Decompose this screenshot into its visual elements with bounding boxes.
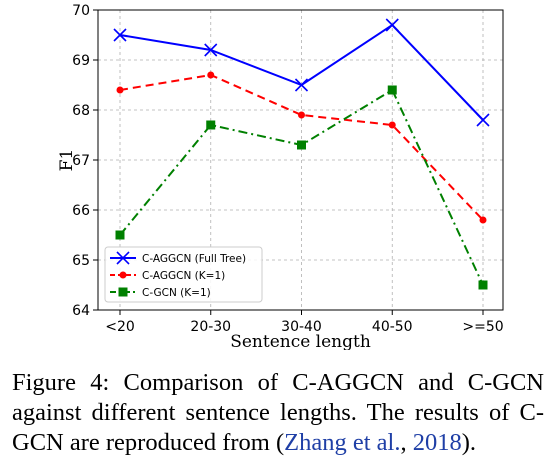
- circle-marker: [479, 216, 487, 224]
- caption-close-paren: ).: [461, 429, 476, 456]
- circle-marker: [298, 111, 305, 119]
- square-marker: [297, 140, 306, 150]
- series-c-gcn-k-1: [115, 85, 488, 290]
- x-marker: [294, 78, 309, 92]
- citation-year[interactable]: 2018: [412, 429, 462, 456]
- y-tick-label: 66: [72, 203, 90, 219]
- circle-marker: [207, 71, 215, 79]
- x-tick-label: 20-30: [190, 319, 231, 335]
- y-tick-label: 65: [72, 253, 90, 269]
- x-marker: [476, 113, 490, 127]
- x-marker: [204, 43, 218, 57]
- series-line: [119, 73, 484, 221]
- caption-open-paren: (: [275, 429, 285, 456]
- y-tick-label: 64: [72, 303, 90, 319]
- legend-label: C-GCN (K=1): [142, 287, 211, 299]
- square-marker: [478, 280, 488, 290]
- legend-entry: C-GCN (K=1): [110, 287, 211, 299]
- legend-entry: C-AGGCN (Full Tree): [110, 251, 246, 265]
- x-tick-label: >=50: [462, 319, 503, 335]
- series-c-aggcn-full-tree: [113, 18, 490, 127]
- y-tick-label: 68: [72, 103, 90, 119]
- x-tick-label: 30-40: [281, 319, 322, 335]
- legend: C-AGGCN (Full Tree) C-AGGCN (K=1) C-GCN (K…: [104, 246, 263, 303]
- square-marker: [206, 120, 216, 130]
- legend-box: [104, 246, 263, 303]
- square-marker: [118, 287, 128, 297]
- x-marker: [113, 28, 127, 42]
- legend-label: C-AGGCN (Full Tree): [142, 253, 246, 265]
- caption-text: Figure 4: Comparison of C-AGGCN and C-GC…: [12, 369, 544, 456]
- y-axis-label: F1: [57, 149, 77, 172]
- figure-caption: Figure 4: Comparison of C-AGGCN and C-GC…: [12, 368, 544, 458]
- y-tick-label: 70: [72, 3, 90, 19]
- x-tick-label: <20: [105, 319, 135, 335]
- x-marker: [385, 18, 399, 32]
- x-tick-label: 40-50: [372, 319, 413, 335]
- series-c-aggcn-k-1: [116, 71, 487, 224]
- legend-entry: C-AGGCN (K=1): [110, 270, 225, 282]
- square-marker: [115, 230, 125, 240]
- circle-marker: [116, 86, 124, 94]
- citation-authors[interactable]: Zhang et al.: [284, 429, 401, 456]
- plot-frame: [97, 9, 504, 311]
- circle-marker: [119, 271, 127, 279]
- legend-label: C-AGGCN (K=1): [142, 270, 225, 282]
- series-lines: [113, 18, 490, 290]
- y-tick-label: 69: [72, 53, 90, 69]
- y-axis: 64 65 66 67 68 69 70: [72, 3, 98, 319]
- y-tick-label: 67: [72, 153, 90, 169]
- square-marker: [387, 85, 397, 95]
- x-axis: <20 20-30 30-40 40-50 >=50: [105, 310, 504, 335]
- citation-separator: ,: [400, 429, 413, 456]
- x-marker: [116, 251, 130, 265]
- grid-lines: [98, 10, 503, 310]
- x-axis-label: Sentence length: [230, 332, 371, 350]
- circle-marker: [388, 121, 396, 129]
- line-chart: 64 65 66 67 68 69 70 <20 20-30 30-40 40-50 >=50 Se…: [57, 3, 504, 350]
